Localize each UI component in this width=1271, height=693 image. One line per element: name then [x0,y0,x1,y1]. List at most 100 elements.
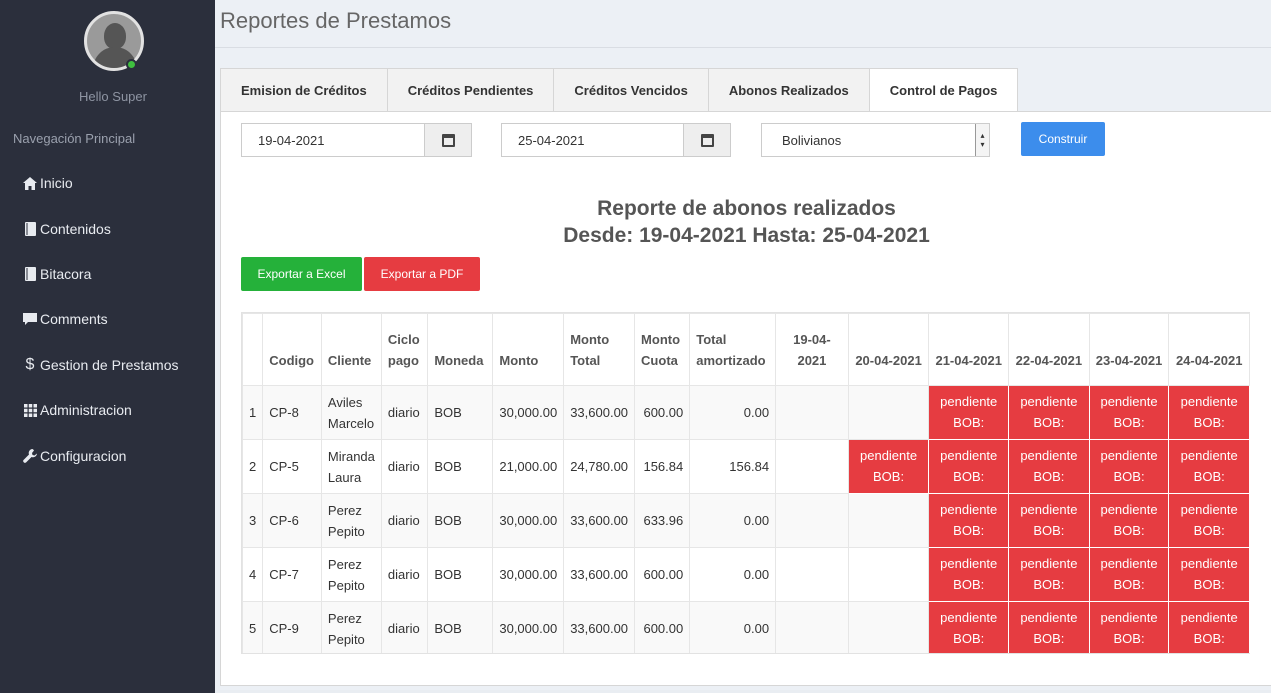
cell-pending: pendiente BOB: [1088,547,1170,602]
cell-monto: 30,000.00 [492,601,565,653]
pending-text: pendiente [940,502,998,517]
user-avatar[interactable] [84,11,144,71]
pending-text: pendiente [940,448,998,463]
cell-monto-total: 33,600.00 [563,493,636,548]
cell-index: 5 [242,601,264,653]
cell-pending: pendiente BOB: [928,601,1010,653]
cell-ciclo: diario [380,601,429,653]
col-header-date: 20-04-2021 [847,313,930,386]
tab-abonos-realizados[interactable]: Abonos Realizados [707,68,869,112]
sidebar-item-inicio[interactable]: Inicio [22,172,73,194]
col-header-date: 19-04-2021 [775,313,849,386]
col-header-total-amortizado: Total amortizado [689,313,777,386]
sidebar-item-label: Comments [40,311,108,327]
cell-ciclo: diario [380,547,429,602]
table-row: 3 CP-6 Perez Pepito diario BOB 30,000.00 … [242,493,1250,548]
cell-date-empty [847,385,930,440]
date-to-input[interactable]: 25-04-2021 [501,123,683,157]
cell-total-amortizado: 0.00 [689,493,777,548]
cell-pending: pendiente BOB: [1168,493,1250,548]
pending-currency: BOB: [1113,469,1145,484]
cell-pending: pendiente BOB: [1168,439,1250,494]
home-icon [22,175,38,191]
pending-text: pendiente [1180,610,1238,625]
report-table-container[interactable]: Codigo Cliente Ciclo pago Moneda Monto Mo… [241,312,1250,654]
cell-index: 1 [242,385,264,440]
sidebar-item-configuracion[interactable]: Configuracion [22,445,126,467]
pending-text: pendiente [1180,502,1238,517]
pending-text: pendiente [1100,556,1158,571]
date-from-input[interactable]: 19-04-2021 [241,123,424,157]
cell-text: Marcelo [327,415,375,431]
nav-header: Navegación Principal [13,131,136,146]
pending-currency: BOB: [1193,577,1225,592]
currency-select-value: Bolivianos [782,132,842,148]
report-table: Codigo Cliente Ciclo pago Moneda Monto Mo… [242,313,1250,653]
pending-currency: BOB: [953,523,985,538]
cell-text: Perez [327,556,362,572]
currency-select[interactable]: Bolivianos ▴ ▾ [761,123,990,157]
cell-text: Perez [327,502,362,518]
pending-text: pendiente [1100,610,1158,625]
pending-text: pendiente [1020,448,1078,463]
date-to-calendar-button[interactable] [683,123,731,157]
export-excel-button[interactable]: Exportar a Excel [241,257,362,291]
col-header-text: Monto [641,332,681,347]
date-to-group: 25-04-2021 [501,123,731,157]
cell-cliente: Perez Pepito [320,547,382,602]
sidebar-item-label: Bitacora [40,266,92,282]
sidebar-item-gestion-prestamos[interactable]: $ Gestion de Prestamos [22,354,179,376]
table-row: 1 CP-8 Aviles Marcelo diario BOB 30,000.0… [242,385,1250,440]
cell-text: Miranda [327,448,375,464]
pending-text: pendiente [1100,502,1158,517]
cell-monto-total: 33,600.00 [563,385,636,440]
tab-control-pagos[interactable]: Control de Pagos [868,68,1019,112]
cell-pending: pendiente BOB: [1008,493,1090,548]
sidebar-item-comments[interactable]: Comments [22,308,108,330]
pending-currency: BOB: [1033,469,1065,484]
cell-monto: 30,000.00 [492,385,565,440]
export-pdf-button[interactable]: Exportar a PDF [364,257,480,291]
pending-text: pendiente [1100,448,1158,463]
sidebar-item-administracion[interactable]: Administracion [22,399,132,421]
date-from-group: 19-04-2021 [241,123,472,157]
pending-currency: BOB: [1193,415,1225,430]
dollar-icon: $ [25,356,35,373]
tab-emision-creditos[interactable]: Emision de Créditos [220,68,387,112]
pending-currency: BOB: [1113,523,1145,538]
book-icon [22,221,38,237]
pending-text: pendiente [1020,394,1078,409]
tab-bar: Emision de Créditos Créditos Pendientes … [220,68,1019,112]
cell-pending: pendiente BOB: [928,547,1010,602]
footer-divider [215,690,1271,693]
avatar-head-icon [104,23,126,49]
sidebar-item-contenidos[interactable]: Contenidos [22,218,111,240]
pending-currency: BOB: [953,469,985,484]
tab-creditos-vencidos[interactable]: Créditos Vencidos [553,68,708,112]
cell-date-empty [775,547,849,602]
cell-date-empty [847,601,930,653]
table-header-row: Codigo Cliente Ciclo pago Moneda Monto Mo… [242,313,1250,386]
cell-date-empty [775,601,849,653]
cell-pending: pendiente BOB: [928,385,1010,440]
date-from-calendar-button[interactable] [424,123,472,157]
cell-index: 3 [242,493,264,548]
col-header-date: 22-04-2021 [1008,313,1090,386]
cell-monto: 30,000.00 [492,493,565,548]
cell-pending: pendiente BOB: [1008,547,1090,602]
build-button[interactable]: Construir [1021,122,1105,156]
cell-monto-cuota: 600.00 [634,547,691,602]
cell-pending: pendiente BOB: [1168,601,1250,653]
col-header-text: Cuota [641,353,678,368]
col-header-text: amortizado [696,353,766,368]
cell-codigo: CP-8 [262,385,322,440]
pending-currency: BOB: [1033,415,1065,430]
cell-pending: pendiente BOB: [928,439,1010,494]
sidebar-item-bitacora[interactable]: Bitacora [22,263,91,285]
cell-pending: pendiente BOB: [1008,601,1090,653]
col-header-date: 21-04-2021 [928,313,1010,386]
tab-creditos-pendientes[interactable]: Créditos Pendientes [386,68,554,112]
report-title: Reporte de abonos realizados Desde: 19-0… [221,195,1271,249]
pending-text: pendiente [940,556,998,571]
header-divider [215,47,1271,48]
